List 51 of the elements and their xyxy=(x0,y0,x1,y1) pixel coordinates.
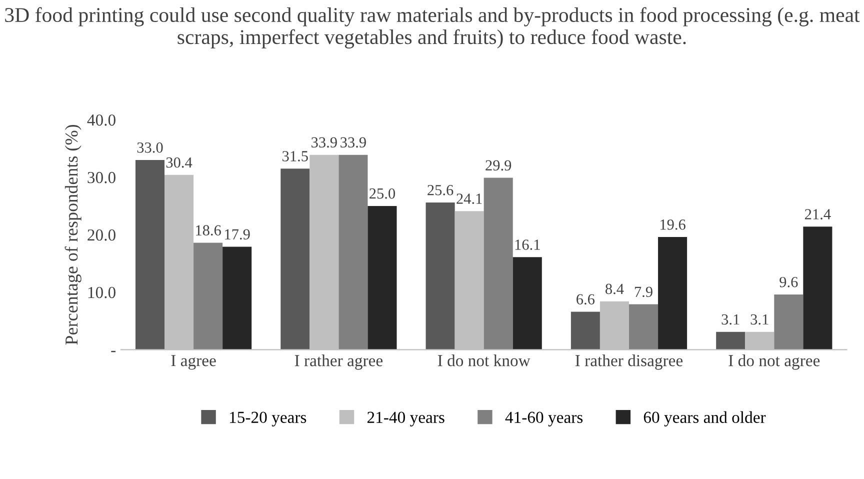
x-tick-label: I do not know xyxy=(438,354,530,366)
data-label: 3.1 xyxy=(722,314,740,325)
bar xyxy=(570,312,600,350)
bar xyxy=(774,294,804,350)
bar xyxy=(338,154,368,350)
y-tick-label: 40.0 xyxy=(87,114,116,126)
data-label: 33.9 xyxy=(340,137,366,148)
bar xyxy=(368,206,397,350)
bar xyxy=(484,178,513,350)
data-label: 29.9 xyxy=(486,160,512,171)
legend-label: 21-40 years xyxy=(367,412,444,426)
data-label: 33.9 xyxy=(312,137,337,148)
legend-label: 15-20 years xyxy=(230,412,306,426)
bar xyxy=(658,237,688,350)
bar xyxy=(135,160,165,350)
bar xyxy=(628,304,658,350)
data-label: 18.6 xyxy=(196,225,221,236)
data-label: 33.0 xyxy=(137,142,163,153)
y-tick-label: - xyxy=(111,350,116,352)
bar xyxy=(716,332,746,350)
data-label: 31.5 xyxy=(282,151,308,162)
x-tick-label: I do not agree xyxy=(728,354,820,370)
data-label: 9.6 xyxy=(780,276,798,288)
y-tick-label: 30.0 xyxy=(88,172,116,184)
bar xyxy=(194,242,223,350)
data-label: 30.4 xyxy=(166,157,192,168)
data-label: 16.1 xyxy=(515,240,540,250)
data-label: 25.6 xyxy=(428,184,454,196)
x-tick-label: I agree xyxy=(171,355,216,370)
x-tick-label: I rather agree xyxy=(294,354,383,370)
data-label: 21.4 xyxy=(804,209,831,220)
legend-label: 60 years and older xyxy=(644,411,766,426)
data-label: 24.1 xyxy=(456,194,482,204)
data-label: 7.9 xyxy=(634,286,652,298)
y-tick-label: 20.0 xyxy=(88,229,116,241)
chart-title: 3D food printing could use second quality raw materials and by-products in food processing (e.g. meat scraps, imperfect vegetables and fruits) to reduce food waste. xyxy=(5,7,860,48)
bar xyxy=(426,202,455,350)
x-tick-label: I rather disagree xyxy=(575,354,683,370)
bar xyxy=(280,168,310,350)
bar xyxy=(512,257,542,350)
data-label: 8.4 xyxy=(606,284,624,294)
legend-label: 41-60 years xyxy=(505,412,583,426)
data-label: 3.1 xyxy=(750,314,768,325)
data-label: 6.6 xyxy=(576,294,595,305)
bar xyxy=(803,226,832,350)
y-axis-title: Percentage of respondents (%) xyxy=(64,124,82,345)
data-label: 25.0 xyxy=(370,188,396,199)
data-label: 17.9 xyxy=(225,229,250,240)
bar xyxy=(222,246,252,350)
data-label: 19.6 xyxy=(660,219,686,230)
y-tick-label: 10.0 xyxy=(88,286,116,298)
